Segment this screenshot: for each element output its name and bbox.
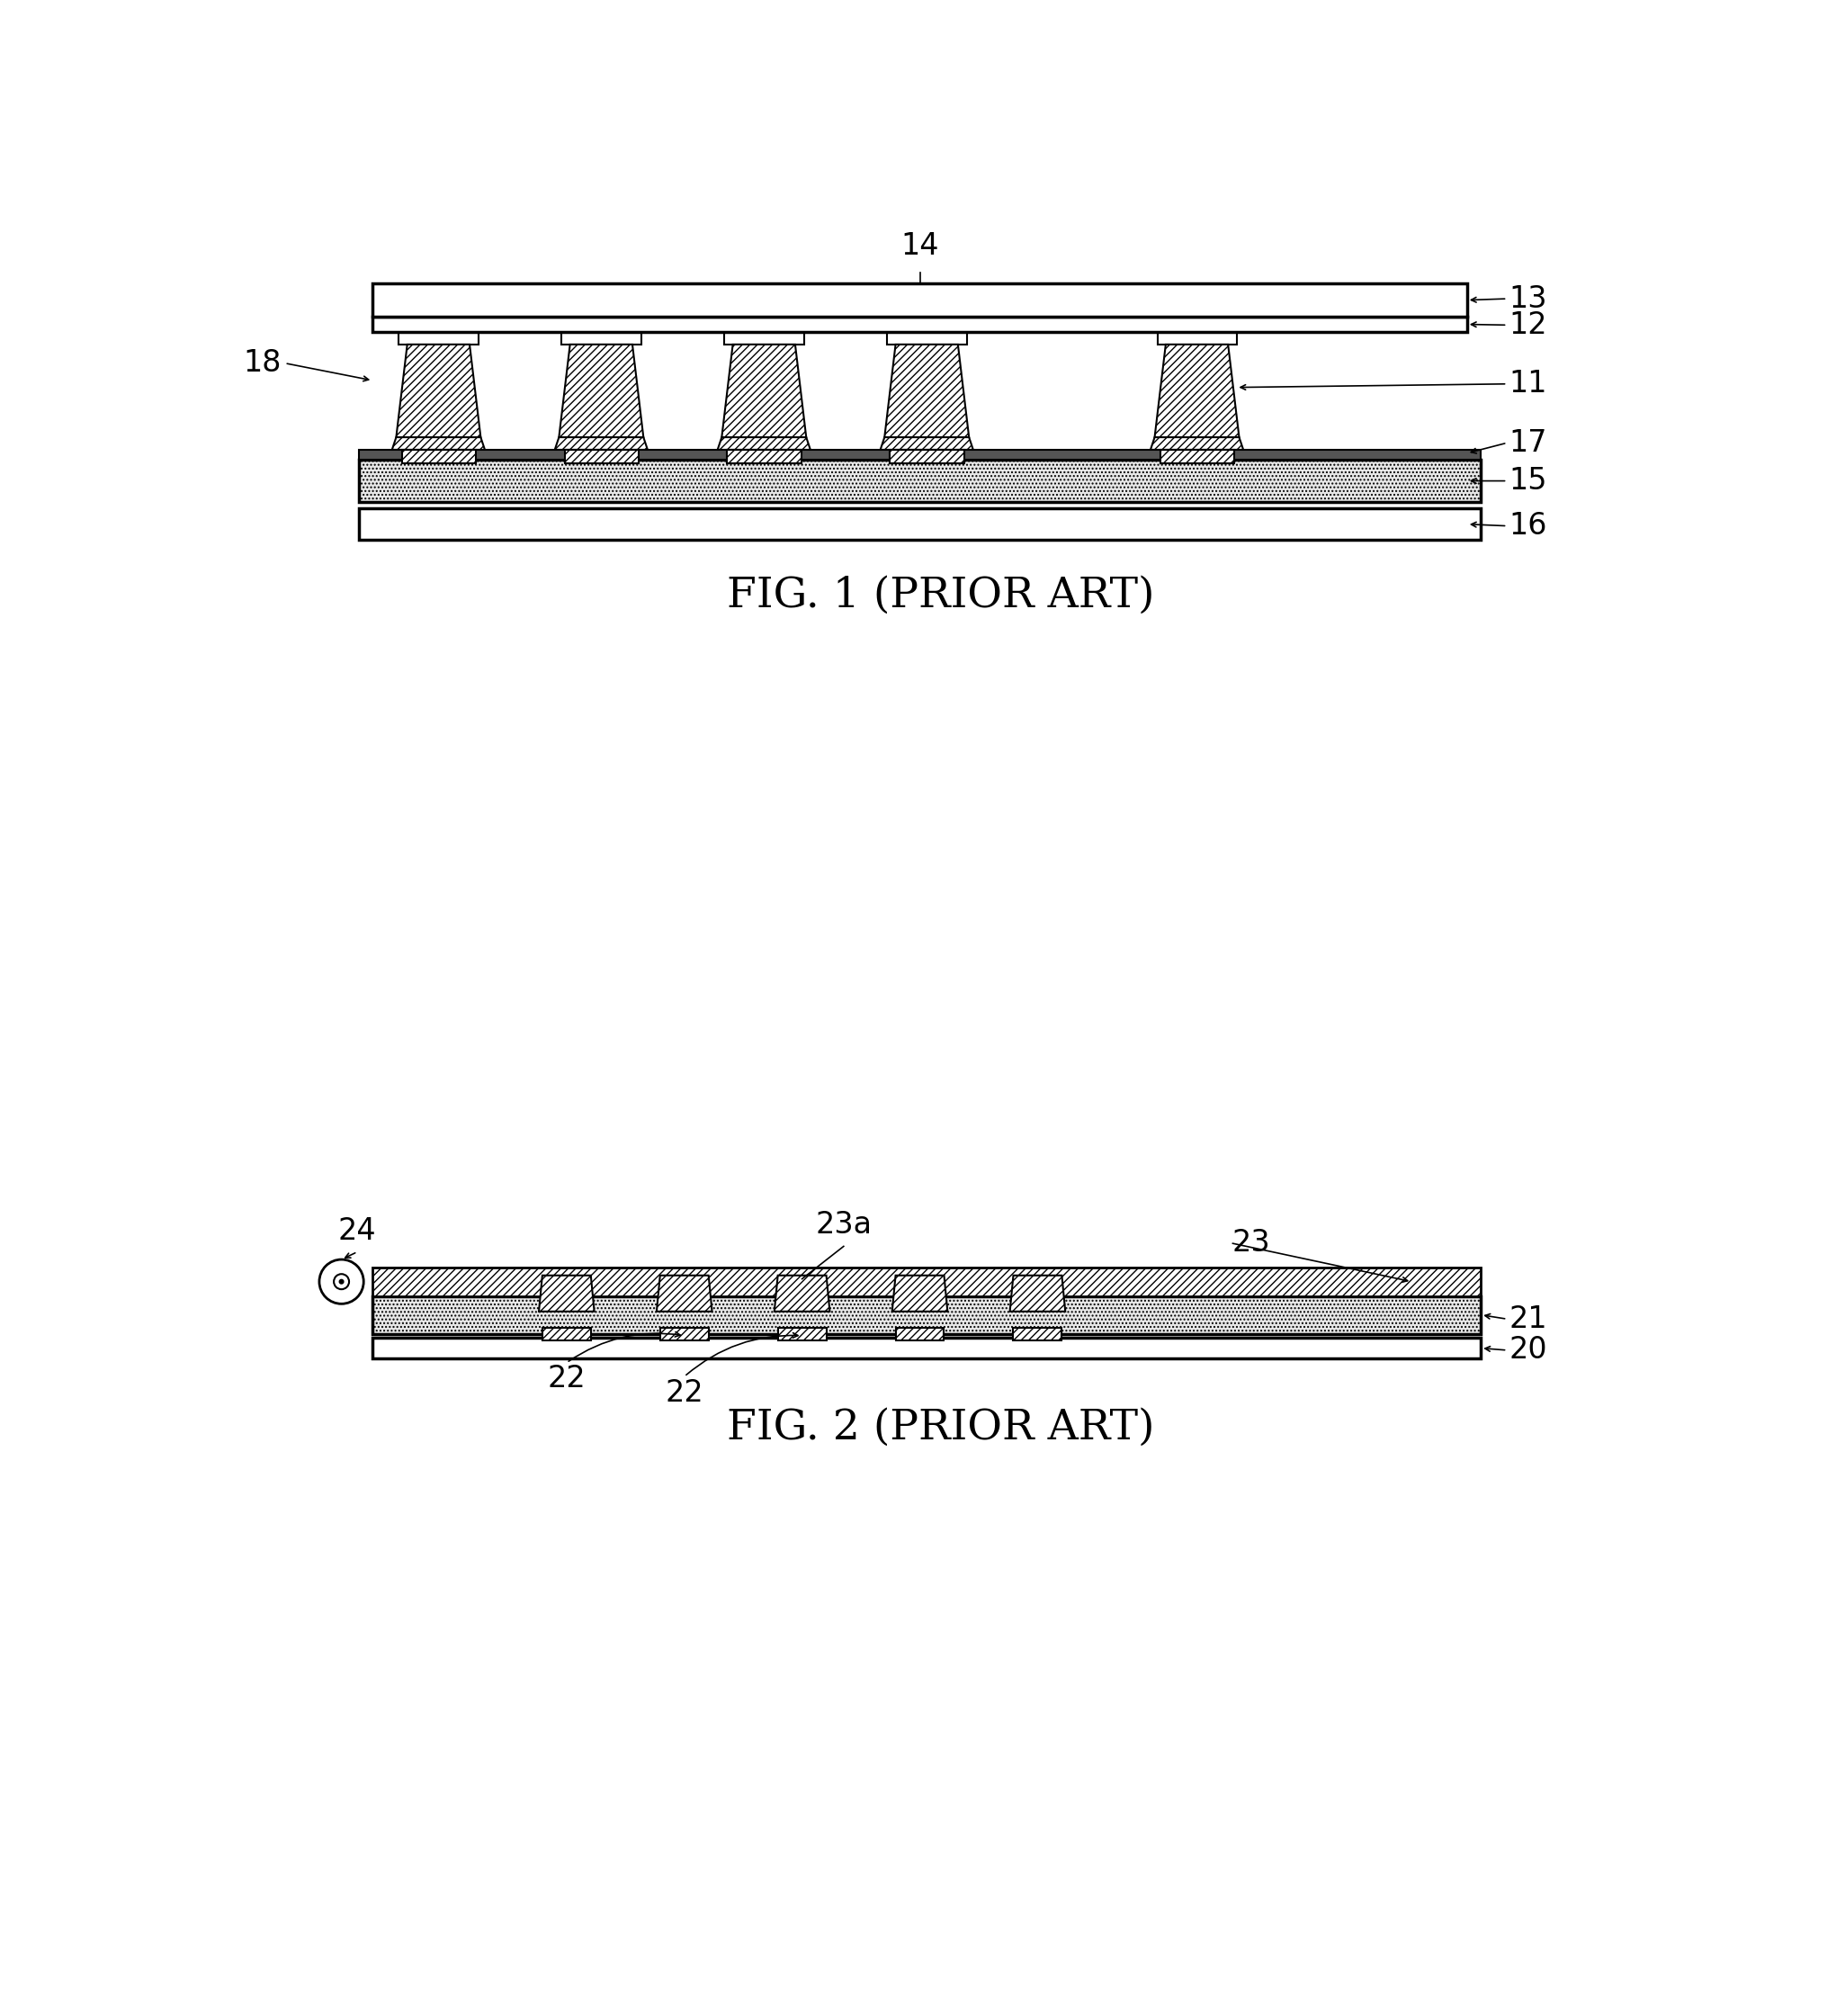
Bar	[661, 1329, 709, 1341]
Bar	[890, 450, 964, 464]
Bar	[1160, 450, 1234, 464]
Bar	[373, 1339, 1482, 1359]
Circle shape	[334, 1274, 349, 1290]
Bar	[373, 284, 1467, 317]
Polygon shape	[885, 345, 969, 437]
Bar	[887, 333, 968, 345]
Bar	[358, 508, 1482, 540]
Bar	[373, 317, 1467, 333]
Polygon shape	[718, 437, 810, 450]
Bar	[542, 1329, 591, 1341]
Text: 11: 11	[1509, 369, 1546, 399]
Bar	[725, 333, 804, 345]
Circle shape	[340, 1280, 343, 1284]
Text: 14: 14	[901, 232, 938, 262]
Bar	[778, 1329, 826, 1341]
Bar	[358, 460, 1482, 502]
Polygon shape	[397, 345, 481, 437]
Polygon shape	[657, 1276, 712, 1312]
Text: 22: 22	[547, 1365, 586, 1393]
Text: 13: 13	[1509, 284, 1546, 314]
Polygon shape	[775, 1276, 830, 1312]
Text: 20: 20	[1509, 1335, 1548, 1365]
Polygon shape	[554, 437, 648, 450]
Text: 17: 17	[1509, 427, 1546, 458]
Bar	[358, 450, 1482, 460]
Polygon shape	[558, 345, 643, 437]
Circle shape	[319, 1260, 364, 1304]
Bar	[1013, 1329, 1061, 1341]
Bar	[398, 333, 479, 345]
Text: 12: 12	[1509, 310, 1548, 341]
Text: 15: 15	[1509, 466, 1546, 496]
Bar	[373, 1296, 1482, 1335]
Bar	[402, 450, 476, 464]
Polygon shape	[1010, 1276, 1065, 1312]
Bar	[896, 1329, 944, 1341]
Polygon shape	[722, 345, 806, 437]
Text: 22: 22	[665, 1377, 703, 1407]
Bar	[727, 450, 800, 464]
Polygon shape	[538, 1276, 595, 1312]
Polygon shape	[1151, 437, 1243, 450]
Text: 18: 18	[242, 349, 281, 377]
Polygon shape	[1155, 345, 1239, 437]
Bar	[564, 450, 639, 464]
Polygon shape	[393, 437, 485, 450]
Bar	[562, 333, 641, 345]
Bar	[373, 1268, 1482, 1296]
Bar	[1157, 333, 1237, 345]
Text: 23a: 23a	[815, 1210, 872, 1240]
Text: FIG. 2 (PRIOR ART): FIG. 2 (PRIOR ART)	[727, 1407, 1155, 1447]
Text: 24: 24	[338, 1216, 376, 1246]
Text: 21: 21	[1509, 1304, 1548, 1335]
Text: 23: 23	[1232, 1228, 1271, 1258]
Polygon shape	[879, 437, 973, 450]
Polygon shape	[892, 1276, 947, 1312]
Text: 16: 16	[1509, 512, 1546, 540]
Text: FIG. 1 (PRIOR ART): FIG. 1 (PRIOR ART)	[727, 575, 1155, 615]
